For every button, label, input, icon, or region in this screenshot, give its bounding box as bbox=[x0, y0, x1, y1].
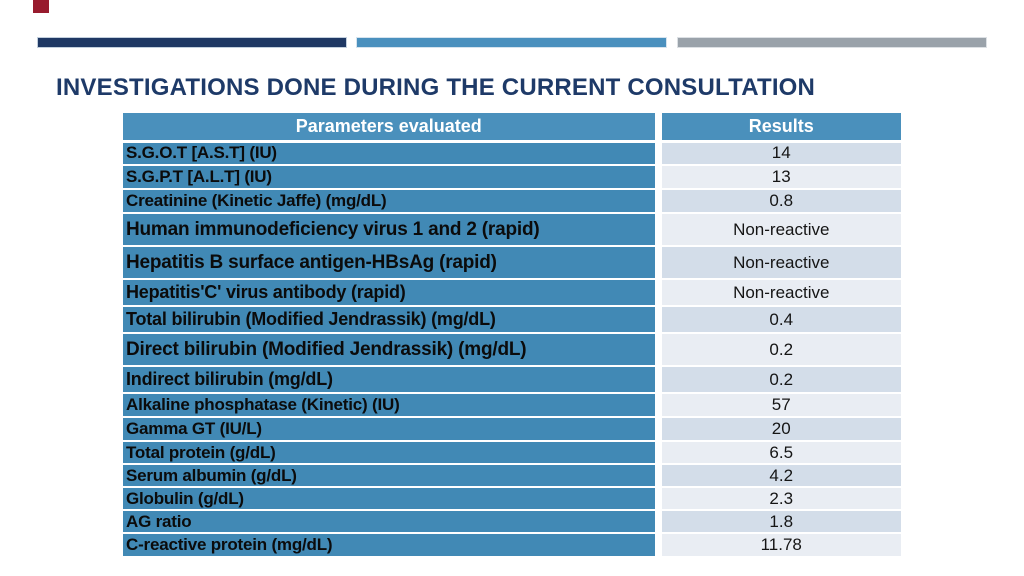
parameter-cell: Human immunodeficiency virus 1 and 2 (ra… bbox=[123, 213, 662, 247]
result-cell: 57 bbox=[658, 393, 901, 418]
red-corner-accent bbox=[33, 0, 49, 13]
result-cell: 1.8 bbox=[658, 510, 901, 534]
parameter-cell: Total bilirubin (Modified Jendrassik) (m… bbox=[123, 306, 662, 334]
parameter-cell: S.G.P.T [A.L.T] (IU) bbox=[123, 165, 662, 190]
parameter-cell: Creatinine (Kinetic Jaffe) (mg/dL) bbox=[123, 189, 662, 214]
table-row: Creatinine (Kinetic Jaffe) (mg/dL) 0.8 bbox=[123, 189, 901, 214]
table-row: Globulin (g/dL) 2.3 bbox=[123, 487, 901, 511]
result-cell: 0.4 bbox=[658, 306, 901, 334]
table-row: Hepatitis'C' virus antibody (rapid) Non-… bbox=[123, 279, 901, 307]
parameter-cell: Indirect bilirubin (mg/dL) bbox=[123, 366, 662, 394]
parameter-cell: Globulin (g/dL) bbox=[123, 487, 662, 511]
table-row: Total protein (g/dL) 6.5 bbox=[123, 441, 901, 465]
parameter-cell: Alkaline phosphatase (Kinetic) (IU) bbox=[123, 393, 662, 418]
parameter-cell: S.G.O.T [A.S.T] (IU) bbox=[123, 141, 662, 166]
result-cell: 20 bbox=[658, 417, 901, 442]
table-row: Indirect bilirubin (mg/dL) 0.2 bbox=[123, 366, 901, 394]
result-cell: Non-reactive bbox=[658, 213, 901, 247]
result-cell: 14 bbox=[658, 141, 901, 166]
table-row: Hepatitis B surface antigen-HBsAg (rapid… bbox=[123, 246, 901, 280]
table-row: S.G.P.T [A.L.T] (IU) 13 bbox=[123, 165, 901, 190]
table-row: Direct bilirubin (Modified Jendrassik) (… bbox=[123, 333, 901, 367]
slide-title: INVESTIGATIONS DONE DURING THE CURRENT C… bbox=[56, 74, 816, 101]
table-row: Total bilirubin (Modified Jendrassik) (m… bbox=[123, 306, 901, 334]
table-row: C-reactive protein (mg/dL) 11.78 bbox=[123, 533, 901, 558]
table-row: AG ratio 1.8 bbox=[123, 510, 901, 534]
parameter-cell: Total protein (g/dL) bbox=[123, 441, 662, 465]
parameter-cell: Direct bilirubin (Modified Jendrassik) (… bbox=[123, 333, 662, 367]
parameter-cell: Gamma GT (IU/L) bbox=[123, 417, 662, 442]
table-header-row: Parameters evaluated Results bbox=[123, 113, 901, 143]
table-row: Gamma GT (IU/L) 20 bbox=[123, 417, 901, 442]
parameter-cell: AG ratio bbox=[123, 510, 662, 534]
parameter-cell: Hepatitis B surface antigen-HBsAg (rapid… bbox=[123, 246, 662, 280]
investigations-table: Parameters evaluated Results S.G.O.T [A.… bbox=[123, 113, 901, 558]
result-cell: 2.3 bbox=[658, 487, 901, 511]
accent-bar-navy bbox=[37, 37, 347, 48]
parameter-cell: Hepatitis'C' virus antibody (rapid) bbox=[123, 279, 662, 307]
table-row: Human immunodeficiency virus 1 and 2 (ra… bbox=[123, 213, 901, 247]
result-cell: 11.78 bbox=[658, 533, 901, 558]
result-cell: 6.5 bbox=[658, 441, 901, 465]
accent-bar-gray bbox=[677, 37, 987, 48]
accent-bar-blue bbox=[356, 37, 667, 48]
result-cell: 0.2 bbox=[658, 366, 901, 394]
result-cell: 0.2 bbox=[658, 333, 901, 367]
result-cell: 4.2 bbox=[658, 464, 901, 488]
result-cell: 13 bbox=[658, 165, 901, 190]
column-header-parameters: Parameters evaluated bbox=[123, 113, 662, 143]
parameter-cell: C-reactive protein (mg/dL) bbox=[123, 533, 662, 558]
column-header-results: Results bbox=[658, 113, 901, 143]
parameter-cell: Serum albumin (g/dL) bbox=[123, 464, 662, 488]
table-row: Serum albumin (g/dL) 4.2 bbox=[123, 464, 901, 488]
result-cell: Non-reactive bbox=[658, 246, 901, 280]
table-row: S.G.O.T [A.S.T] (IU) 14 bbox=[123, 141, 901, 166]
result-cell: 0.8 bbox=[658, 189, 901, 214]
table-row: Alkaline phosphatase (Kinetic) (IU) 57 bbox=[123, 393, 901, 418]
result-cell: Non-reactive bbox=[658, 279, 901, 307]
